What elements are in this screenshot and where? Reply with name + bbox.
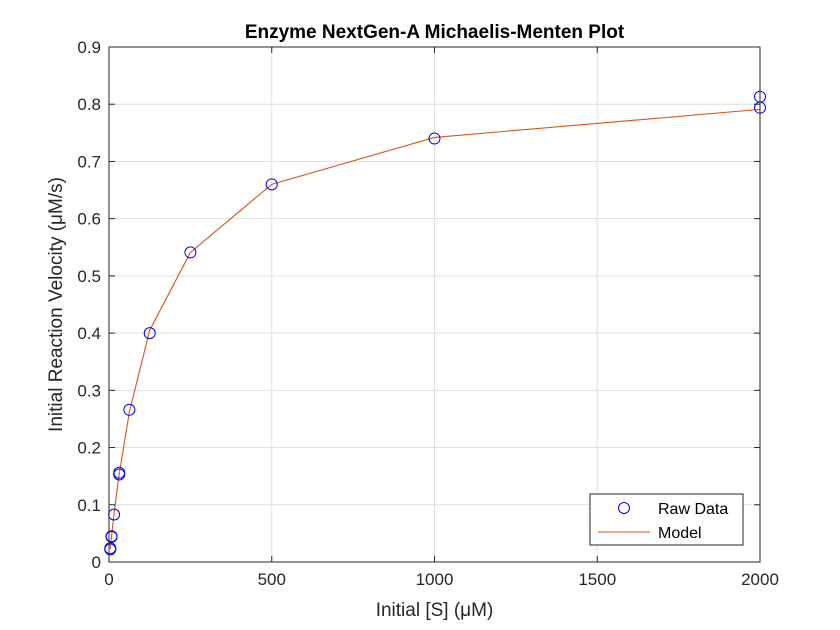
series-line-model (109, 108, 761, 549)
data-point (113, 466, 126, 479)
x-tick-label: 1000 (416, 570, 454, 589)
y-tick-label: 0.1 (77, 496, 101, 515)
y-tick-label: 0.2 (77, 439, 101, 458)
legend-marker-raw-data (618, 502, 630, 514)
y-tick-label: 0.9 (77, 38, 101, 57)
legend-label-raw-data: Raw Data (658, 501, 728, 518)
y-tick-label: 0.4 (77, 324, 101, 343)
legend-box (589, 493, 744, 546)
chart-title: Enzyme NextGen-A Michaelis-Menten Plot (245, 22, 625, 43)
x-tick-label: 2000 (741, 570, 779, 589)
data-point (123, 403, 136, 416)
data-point (265, 178, 278, 191)
x-tick-label: 0 (104, 570, 113, 589)
y-tick-label: 0.6 (77, 210, 101, 229)
y-axis-label: Initial Reaction Velocity (μM/s) (46, 177, 67, 432)
data-point (104, 542, 117, 555)
y-tick-label: 0.5 (77, 267, 101, 286)
y-tick-label: 0.3 (77, 381, 101, 400)
y-tick-label: 0 (92, 553, 101, 572)
x-tick-label: 1500 (578, 570, 616, 589)
x-axis-label: Initial [S] (μM) (376, 600, 494, 621)
x-tick-label: 500 (258, 570, 286, 589)
legend: Raw Data Model (589, 493, 744, 546)
y-tick-label: 0.8 (77, 95, 101, 114)
data-point (143, 327, 156, 340)
data-point (428, 132, 441, 145)
data-point (105, 530, 118, 543)
y-tick-label: 0.7 (77, 152, 101, 171)
legend-label-model: Model (658, 525, 702, 542)
data-point (184, 246, 197, 259)
x-axis-ticks: 0 500 1000 1500 2000 (104, 47, 779, 589)
y-axis-ticks: 0 0.1 0.2 0.3 0.4 0.5 0.6 0.7 0.8 0.9 (77, 38, 760, 572)
